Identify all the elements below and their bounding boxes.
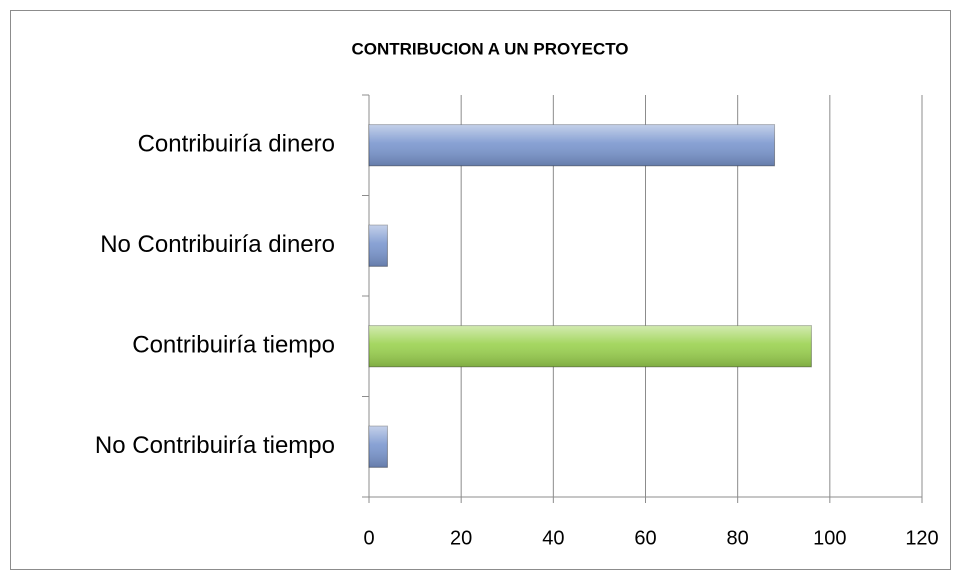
bar <box>368 325 812 368</box>
bar <box>368 425 388 468</box>
x-tick-label: 100 <box>813 527 846 549</box>
y-tick-label: No Contribuiría dinero <box>100 231 335 258</box>
y-tick-label: No Contribuiría tiempo <box>95 432 335 459</box>
x-tick-label: 60 <box>634 527 656 549</box>
y-tick-label: Contribuiría tiempo <box>132 332 335 359</box>
x-tick-label: 0 <box>363 527 374 549</box>
chart-title: CONTRIBUCION A UN PROYECTO <box>351 39 628 58</box>
x-tick-label: 120 <box>905 527 938 549</box>
x-tick-label: 80 <box>727 527 749 549</box>
chart-border <box>10 10 951 570</box>
bar <box>368 224 388 267</box>
bar <box>368 124 776 167</box>
x-tick-label: 40 <box>542 527 564 549</box>
y-tick-label: Contribuiría dinero <box>138 131 335 158</box>
x-tick-label: 20 <box>450 527 472 549</box>
